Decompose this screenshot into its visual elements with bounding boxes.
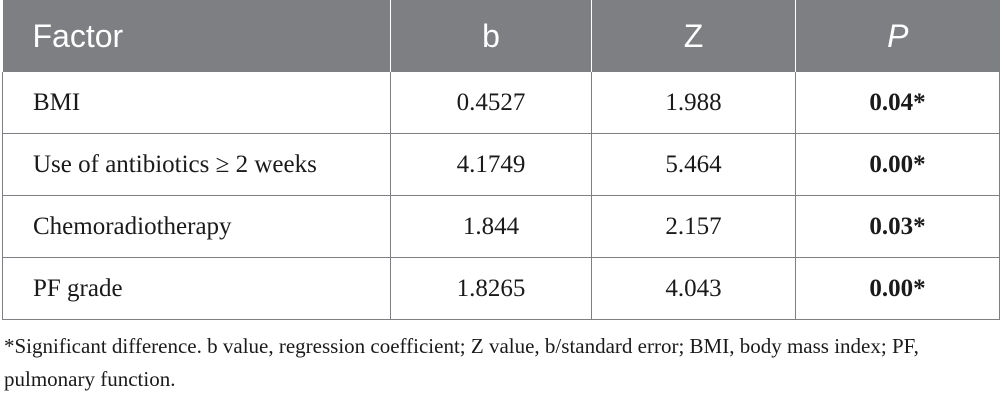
- cell-z: 4.043: [591, 257, 796, 320]
- header-b: b: [390, 0, 592, 72]
- header-z: Z: [591, 0, 796, 72]
- regression-table-container: Factor b Z P BMI 0.4527 1.988 0.04* Use …: [2, 0, 1000, 320]
- cell-b: 1.844: [390, 195, 592, 258]
- cell-p: 0.03*: [795, 195, 1000, 258]
- cell-factor: BMI: [2, 72, 391, 134]
- table-row: Chemoradiotherapy 1.844 2.157 0.03*: [2, 195, 1000, 258]
- header-factor: Factor: [2, 0, 391, 72]
- cell-factor: PF grade: [2, 257, 391, 320]
- cell-p: 0.04*: [795, 72, 1000, 134]
- table-row: BMI 0.4527 1.988 0.04*: [2, 72, 1000, 134]
- cell-p: 0.00*: [795, 257, 1000, 320]
- table-body: BMI 0.4527 1.988 0.04* Use of antibiotic…: [2, 72, 1000, 320]
- cell-z: 5.464: [591, 133, 796, 196]
- cell-factor: Chemoradiotherapy: [2, 195, 391, 258]
- regression-table: Factor b Z P BMI 0.4527 1.988 0.04* Use …: [2, 0, 1000, 320]
- cell-b: 0.4527: [390, 72, 592, 134]
- header-p: P: [795, 0, 1000, 72]
- cell-b: 1.8265: [390, 257, 592, 320]
- cell-b: 4.1749: [390, 133, 592, 196]
- cell-p: 0.00*: [795, 133, 1000, 196]
- cell-factor: Use of antibiotics ≥ 2 weeks: [2, 133, 391, 196]
- table-footnote: *Significant difference. b value, regres…: [4, 334, 919, 391]
- header-row: Factor b Z P: [2, 0, 1000, 72]
- table-row: PF grade 1.8265 4.043 0.00*: [2, 257, 1000, 320]
- cell-z: 2.157: [591, 195, 796, 258]
- table-header: Factor b Z P: [2, 0, 1000, 72]
- table-row: Use of antibiotics ≥ 2 weeks 4.1749 5.46…: [2, 133, 1000, 196]
- cell-z: 1.988: [591, 72, 796, 134]
